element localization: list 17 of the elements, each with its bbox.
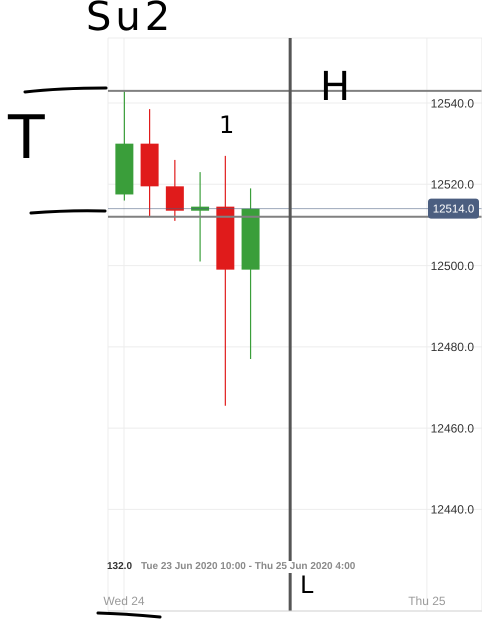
y-tick-label: 12500.0 (430, 258, 474, 273)
y-tick-label: 12480.0 (430, 340, 474, 354)
y-tick-label: 12440.0 (430, 502, 474, 517)
ref-line-label: 12514.0 (432, 204, 474, 216)
annotation: L (300, 571, 314, 600)
x-tick-label: Thu 25 (408, 594, 446, 608)
y-tick-label: 12520.0 (430, 178, 474, 192)
text: T (8, 103, 45, 173)
candlestick (191, 172, 210, 262)
annotation: Tue 23 Jun 2020 10:00 - Thu 25 Jun 2020 4:00 (141, 561, 356, 572)
y-tick-label: 12540.0 (430, 96, 474, 110)
annotation: Su2 (86, 0, 174, 40)
annotation: 1 (219, 111, 234, 140)
x-tick-label: Wed 24 (103, 594, 145, 608)
y-tick-label: 12460.0 (430, 421, 474, 436)
annotation: 132.0 (107, 561, 132, 572)
annotation: H (320, 64, 350, 110)
